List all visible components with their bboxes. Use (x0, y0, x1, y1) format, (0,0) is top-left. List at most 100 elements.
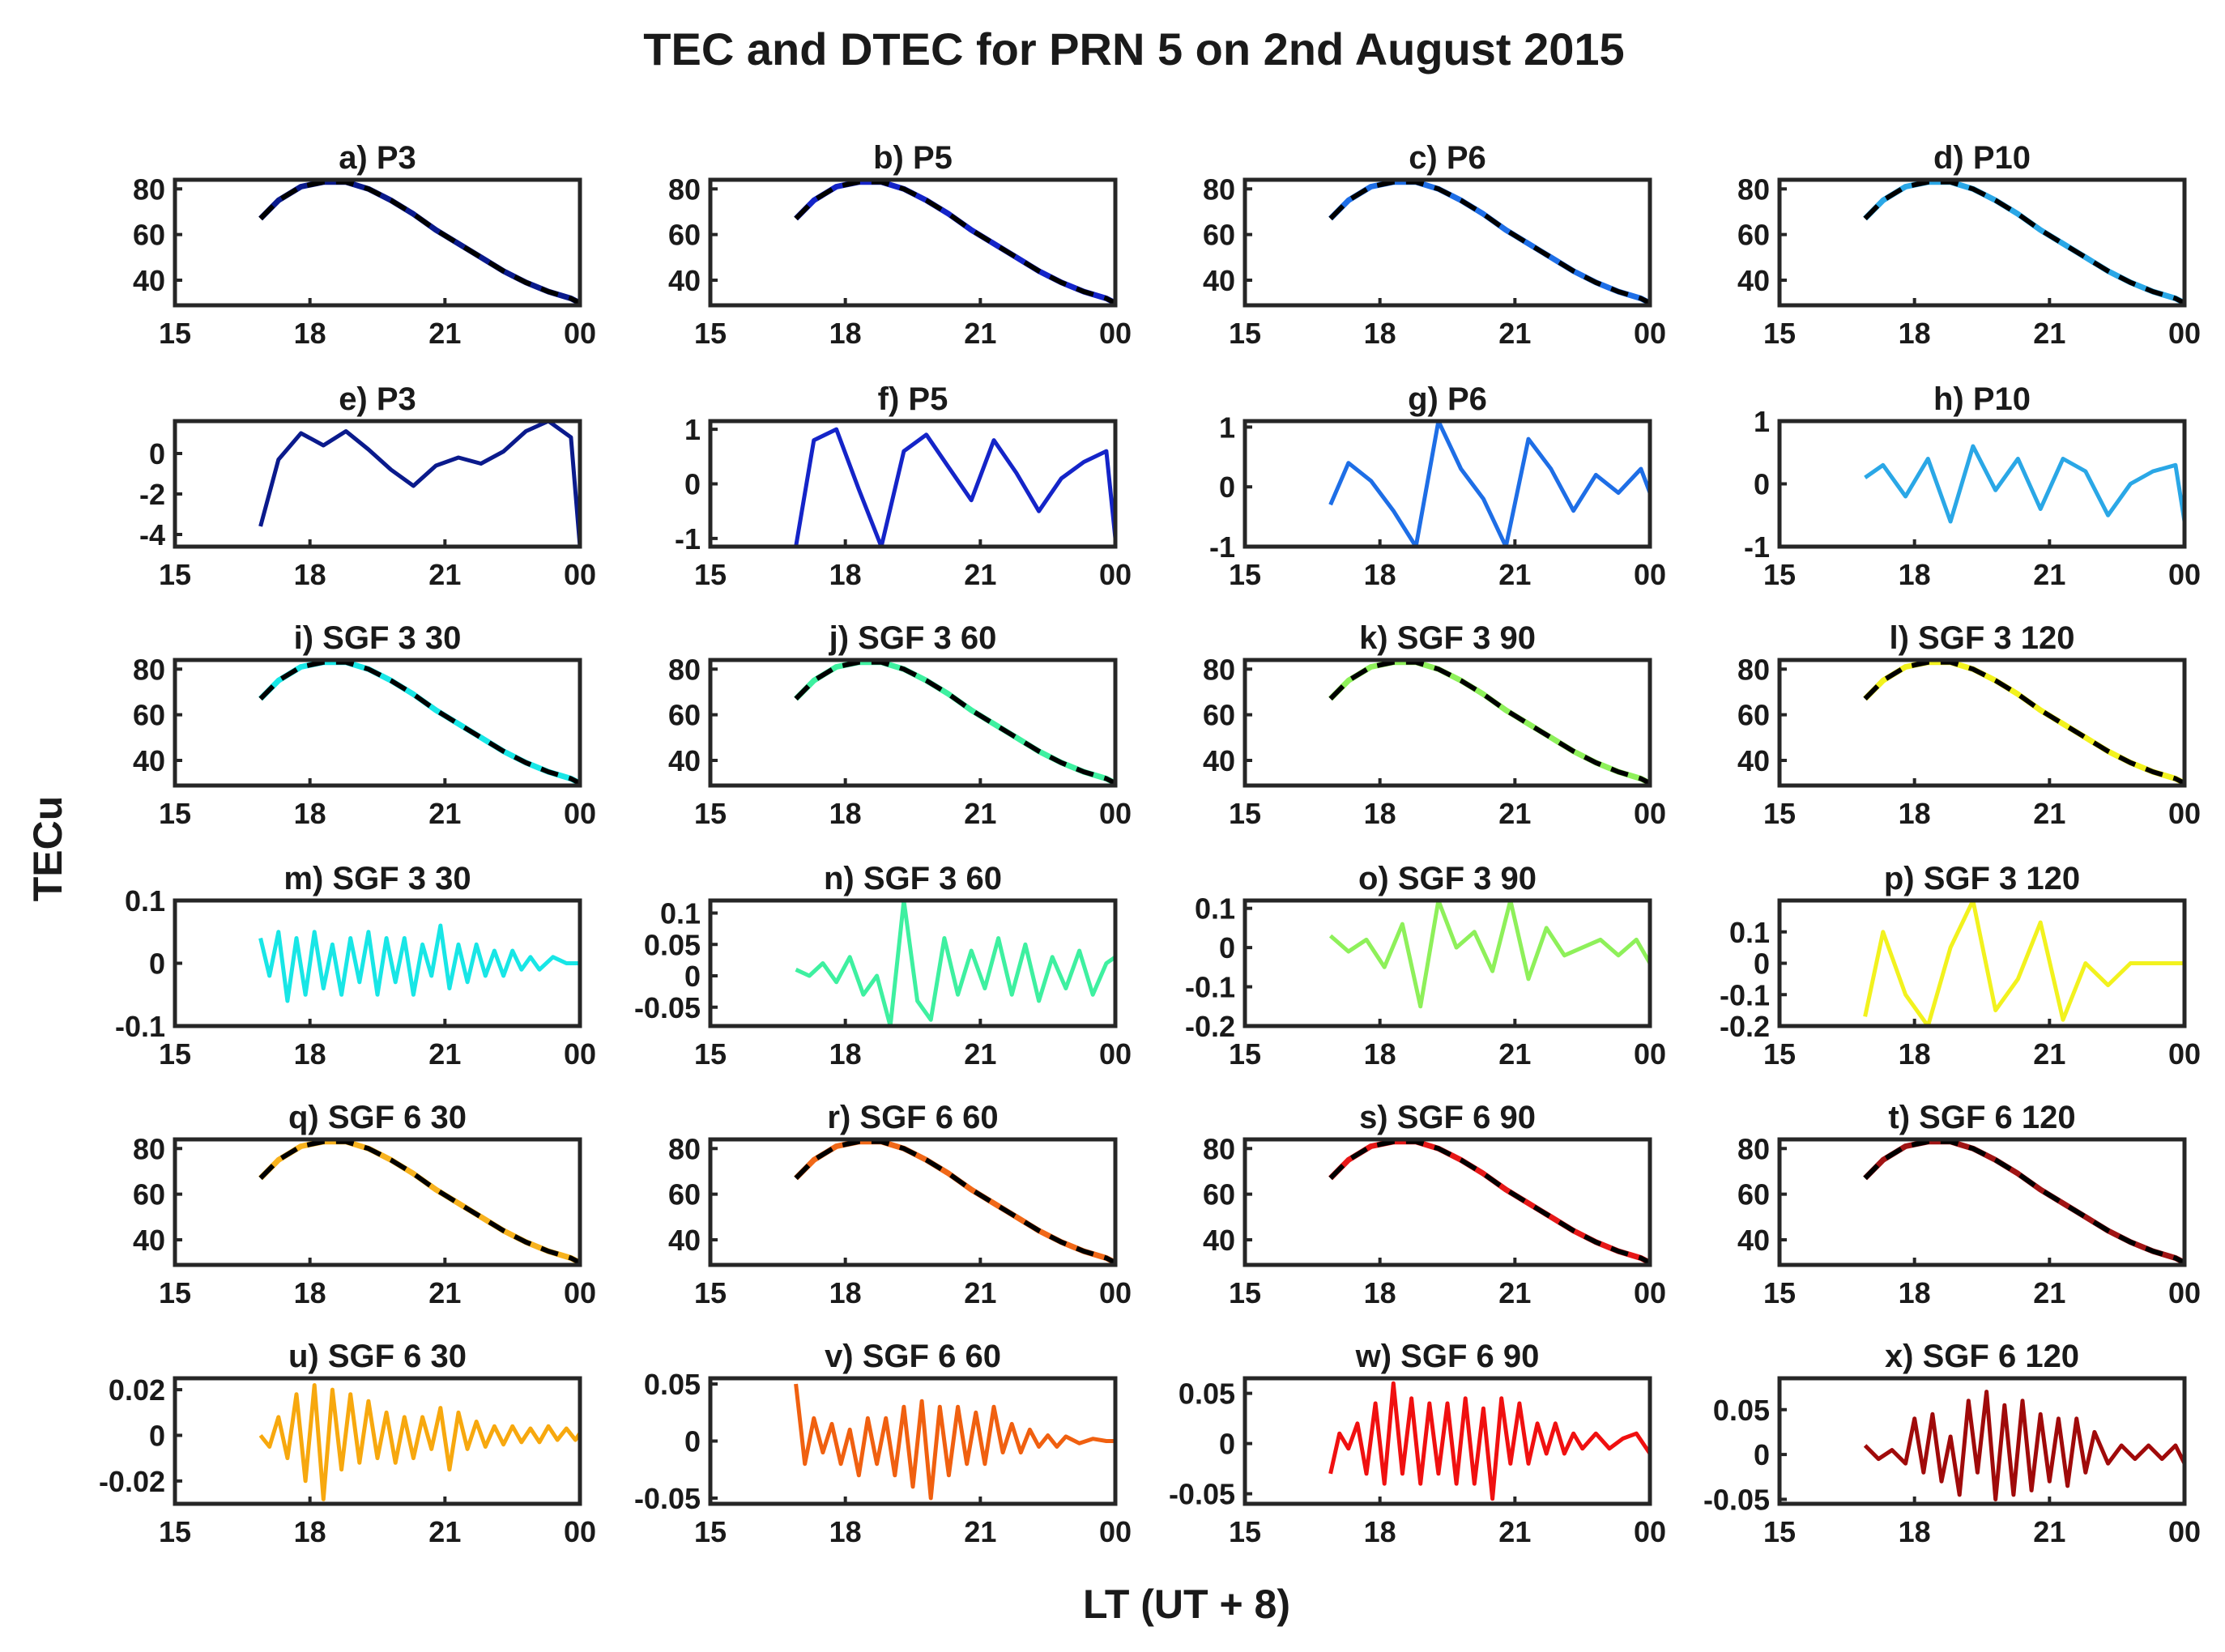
y-tick-label: -0.02 (99, 1465, 165, 1498)
x-tick-label: 21 (428, 1515, 461, 1548)
dtec-series-line (794, 1383, 1115, 1501)
y-tick-label: -0.2 (1185, 1010, 1235, 1043)
tec-series-line (258, 1139, 580, 1265)
subplot-title: x) SGF 6 120 (1885, 1339, 2079, 1374)
y-tick-label: 80 (1203, 172, 1235, 206)
x-tick-label: 21 (1498, 317, 1531, 350)
x-tick-label: 21 (1498, 558, 1531, 591)
subplot-title: c) P6 (1409, 140, 1486, 176)
x-tick-label: 21 (2033, 1276, 2065, 1309)
subplot-title: i) SGF 3 30 (294, 620, 462, 656)
dtec-series-line (258, 923, 580, 1003)
x-tick-label: 00 (1634, 317, 1666, 350)
x-tick-label: 18 (1364, 558, 1396, 591)
x-tick-label: 00 (1634, 1037, 1666, 1071)
y-tick-label: 80 (133, 653, 165, 686)
figure-title: TEC and DTEC for PRN 5 on 2nd August 201… (643, 23, 1624, 75)
x-tick-label: 21 (964, 558, 996, 591)
y-tick-label: 0.05 (644, 1368, 701, 1401)
axes-frame (173, 658, 582, 788)
axes-frame (1777, 1137, 2187, 1267)
y-tick-label: -0.1 (115, 1010, 165, 1043)
x-tick-label: 18 (829, 797, 862, 830)
x-tick-label: 21 (1498, 797, 1531, 830)
y-tick-label: 0.1 (1729, 916, 1770, 949)
x-tick-label: 21 (428, 558, 461, 591)
axes-frame (173, 1137, 582, 1267)
y-tick-label: 80 (1737, 172, 1770, 206)
y-tick-label: 40 (668, 1224, 701, 1257)
y-tick-label: 40 (133, 264, 165, 297)
x-tick-label: 15 (159, 317, 191, 350)
y-tick-label: 0.05 (1713, 1394, 1770, 1427)
y-tick-label: 0 (149, 1419, 165, 1452)
axes-frame (708, 1137, 1118, 1267)
x-tick-label: 18 (1899, 1515, 1931, 1548)
x-tick-label: 00 (2168, 1037, 2201, 1071)
reference-tec-dashed-line (794, 660, 1115, 786)
subplot: l) SGF 3 120 15 18 21 00 40 60 80 (1737, 620, 2201, 830)
dtec-series-line (258, 1383, 580, 1501)
y-tick-label: -1 (1209, 530, 1235, 564)
subplot: r) SGF 6 60 15 18 21 00 40 60 80 (668, 1100, 1132, 1309)
subplot-title: t) SGF 6 120 (1888, 1100, 2075, 1135)
subplot: i) SGF 3 30 15 18 21 00 40 60 80 (133, 620, 596, 830)
y-tick-label: 0 (1754, 947, 1770, 981)
y-tick-label: 0 (149, 947, 165, 981)
y-tick-label: 40 (133, 1224, 165, 1257)
x-tick-label: 15 (1229, 1276, 1261, 1309)
x-tick-label: 00 (564, 558, 596, 591)
y-tick-label: 60 (668, 219, 701, 252)
subplot-title: d) P10 (1933, 140, 2031, 176)
x-tick-label: 21 (1498, 1037, 1531, 1071)
y-tick-label: 60 (133, 219, 165, 252)
x-tick-label: 15 (159, 1037, 191, 1071)
y-tick-label: 0.1 (1195, 892, 1235, 926)
y-tick-label: -2 (139, 478, 165, 511)
tec-series-line (1863, 660, 2185, 786)
y-axis-label: TECu (25, 796, 70, 902)
y-tick-label: 60 (1737, 1178, 1770, 1211)
y-tick-label: -0.05 (634, 991, 701, 1024)
reference-tec-dashed-line (258, 180, 580, 305)
x-tick-label: 00 (564, 797, 596, 830)
y-tick-label: 40 (668, 744, 701, 777)
x-tick-label: 21 (2033, 558, 2065, 591)
x-tick-label: 00 (2168, 1276, 2201, 1309)
subplot: j) SGF 3 60 15 18 21 00 40 60 80 (668, 620, 1132, 830)
y-tick-label: 60 (668, 1178, 701, 1211)
subplot-title: q) SGF 6 30 (288, 1100, 467, 1135)
subplot: v) SGF 6 60 15 18 21 00 -0.05 0 0.05 (634, 1339, 1132, 1548)
reference-tec-dashed-line (794, 180, 1115, 305)
axes-frame (708, 658, 1118, 788)
subplot-title: b) P5 (873, 140, 953, 176)
x-tick-label: 15 (1229, 1515, 1261, 1548)
subplot-title: h) P10 (1933, 381, 2031, 417)
axes-frame (173, 177, 582, 308)
x-tick-label: 21 (428, 317, 461, 350)
x-tick-label: 18 (1364, 317, 1396, 350)
axes-frame (1777, 658, 2187, 788)
y-tick-label: 40 (1737, 744, 1770, 777)
x-tick-label: 18 (1899, 1276, 1931, 1309)
reference-tec-dashed-line (1863, 1139, 2185, 1265)
reference-tec-dashed-line (1328, 1139, 1650, 1265)
x-tick-label: 15 (1229, 1037, 1261, 1071)
subplot-title: m) SGF 3 30 (283, 861, 471, 896)
dtec-series-line (1328, 421, 1650, 547)
x-tick-label: 00 (2168, 797, 2201, 830)
subplot-title: k) SGF 3 90 (1359, 620, 1536, 656)
y-tick-label: 80 (133, 1132, 165, 1165)
x-tick-label: 00 (1634, 1276, 1666, 1309)
subplot: o) SGF 3 90 15 18 21 00 -0.2 -0.1 0 0.1 (1185, 861, 1666, 1071)
x-tick-label: 15 (1763, 558, 1796, 591)
x-tick-label: 18 (294, 1037, 326, 1071)
y-tick-label: -1 (1744, 530, 1770, 564)
y-tick-label: 40 (1737, 264, 1770, 297)
x-tick-label: 15 (159, 1515, 191, 1548)
y-tick-label: 40 (1203, 264, 1235, 297)
axes-frame (708, 177, 1118, 308)
dtec-series-line (1864, 444, 2185, 524)
x-tick-label: 00 (1099, 1276, 1132, 1309)
x-tick-label: 21 (2033, 1037, 2065, 1071)
